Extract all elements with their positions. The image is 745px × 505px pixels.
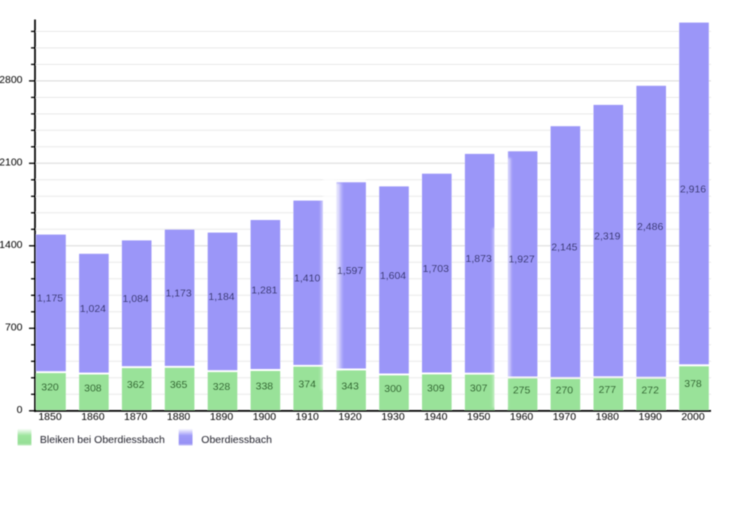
svg-text:1870: 1870: [124, 411, 148, 423]
svg-text:374: 374: [298, 379, 316, 391]
svg-text:1970: 1970: [553, 411, 577, 423]
svg-text:1930: 1930: [381, 411, 405, 423]
svg-text:1850: 1850: [38, 411, 62, 423]
svg-text:1,597: 1,597: [337, 265, 363, 277]
svg-text:1,410: 1,410: [294, 273, 320, 285]
svg-text:272: 272: [641, 385, 659, 397]
svg-text:300: 300: [384, 383, 402, 395]
svg-text:309: 309: [427, 382, 445, 394]
svg-text:1,927: 1,927: [508, 254, 534, 266]
svg-text:1990: 1990: [639, 411, 663, 423]
svg-text:Bleiken bei Oberdiessbach: Bleiken bei Oberdiessbach: [40, 434, 165, 446]
svg-text:2,145: 2,145: [551, 242, 577, 254]
svg-text:2,319: 2,319: [594, 230, 620, 242]
svg-text:1,281: 1,281: [251, 284, 277, 296]
svg-text:275: 275: [513, 384, 531, 396]
svg-text:0: 0: [17, 404, 23, 416]
svg-text:1980: 1980: [596, 411, 620, 423]
svg-text:2,916: 2,916: [680, 183, 706, 195]
svg-text:Oberdiessbach: Oberdiessbach: [201, 434, 272, 446]
svg-text:1,175: 1,175: [37, 293, 63, 305]
svg-text:308: 308: [84, 382, 102, 394]
svg-text:365: 365: [170, 379, 188, 391]
svg-text:2,486: 2,486: [637, 221, 663, 233]
svg-text:1910: 1910: [296, 411, 320, 423]
svg-text:1,084: 1,084: [123, 293, 149, 305]
svg-text:1890: 1890: [210, 411, 234, 423]
svg-text:2800: 2800: [0, 74, 23, 86]
svg-text:378: 378: [684, 378, 702, 390]
svg-text:1920: 1920: [338, 411, 362, 423]
svg-text:1940: 1940: [424, 411, 448, 423]
svg-text:1,604: 1,604: [380, 270, 406, 282]
svg-text:1400: 1400: [0, 239, 23, 251]
svg-text:320: 320: [41, 382, 59, 394]
svg-text:1900: 1900: [253, 411, 277, 423]
svg-text:328: 328: [213, 381, 231, 393]
svg-text:1880: 1880: [167, 411, 191, 423]
svg-text:700: 700: [5, 322, 23, 334]
svg-text:362: 362: [127, 379, 145, 391]
svg-text:1960: 1960: [510, 411, 534, 423]
svg-text:343: 343: [341, 380, 359, 392]
svg-text:2100: 2100: [0, 157, 23, 169]
svg-text:1860: 1860: [81, 411, 105, 423]
svg-text:1950: 1950: [467, 411, 491, 423]
svg-text:1,184: 1,184: [208, 291, 234, 303]
svg-text:307: 307: [470, 382, 488, 394]
svg-text:338: 338: [256, 381, 274, 393]
svg-text:1,173: 1,173: [165, 288, 191, 300]
svg-text:1,024: 1,024: [80, 303, 106, 315]
svg-text:1,703: 1,703: [423, 263, 449, 275]
svg-text:1,873: 1,873: [466, 253, 492, 265]
svg-text:2000: 2000: [681, 411, 705, 423]
svg-text:277: 277: [599, 384, 617, 396]
svg-text:270: 270: [556, 385, 574, 397]
